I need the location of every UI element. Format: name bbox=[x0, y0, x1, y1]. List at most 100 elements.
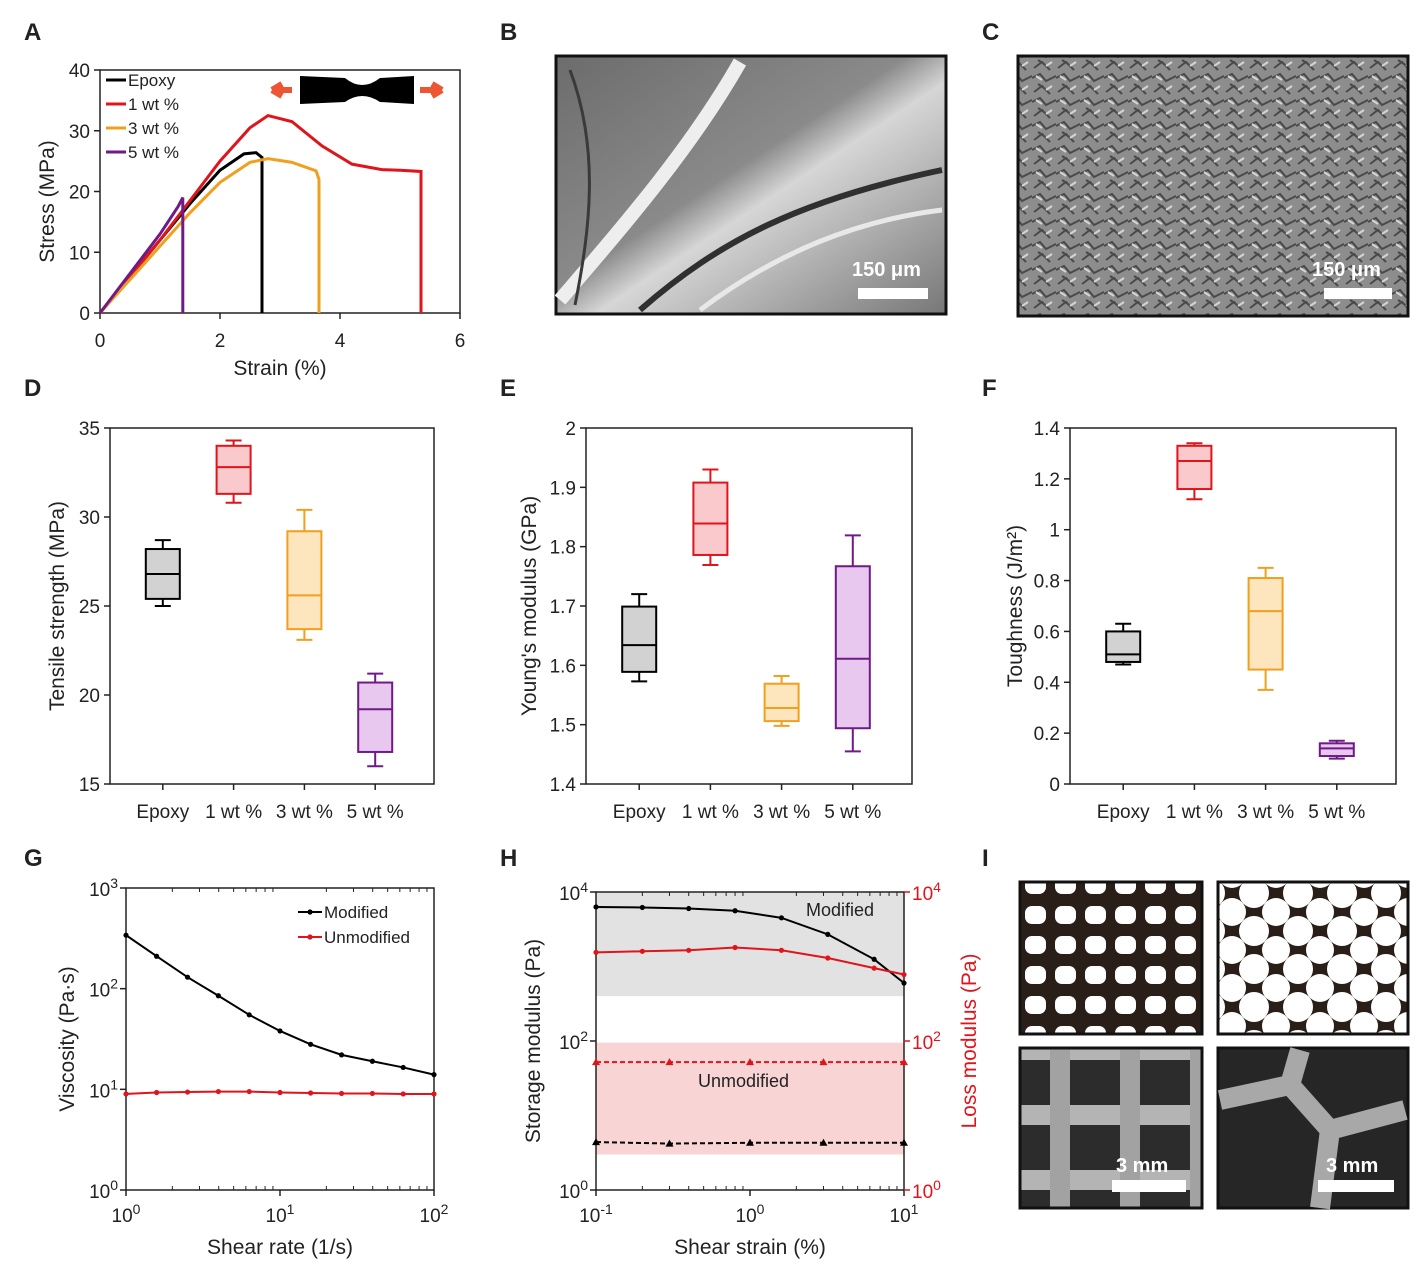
lattice-photos: 3 mm 3 mm bbox=[1018, 880, 1410, 1210]
box-1 bbox=[215, 444, 252, 495]
scale-bar-b bbox=[858, 288, 928, 299]
data-point bbox=[400, 1091, 406, 1097]
data-point bbox=[665, 1058, 674, 1066]
data-point bbox=[215, 993, 221, 999]
data-point bbox=[431, 1072, 437, 1078]
y-tick-label: 1.4 bbox=[1034, 419, 1061, 440]
chart-g: 100 101 102 100 101 102 103 Shear rate (1/s) Vis… bbox=[56, 875, 449, 1259]
legend-marker bbox=[307, 909, 313, 915]
x-tick-label: 5 wt % bbox=[1308, 802, 1365, 823]
legend-marker bbox=[307, 934, 313, 940]
scale-label-b: 150 μm bbox=[852, 259, 921, 281]
y-tick-label: 2 bbox=[565, 419, 576, 440]
y-tick-label: 0.6 bbox=[1034, 622, 1060, 643]
y-tick-label: 0 bbox=[1049, 775, 1060, 796]
y-tick-label: 100 bbox=[559, 1177, 588, 1203]
data-point bbox=[778, 915, 785, 921]
y-tick-label: 1.9 bbox=[550, 478, 576, 499]
x-tick-label: Epoxy bbox=[1097, 802, 1150, 823]
y-tick-label: 40 bbox=[69, 61, 90, 82]
x-tick-label: 102 bbox=[420, 1201, 449, 1227]
legend-label: Modified bbox=[324, 903, 388, 922]
modified-region bbox=[596, 892, 904, 997]
scale-label-i-1: 3 mm bbox=[1116, 1155, 1168, 1177]
x-axis-label: Strain (%) bbox=[233, 357, 326, 380]
chart-e: 1.4 1.5 1.6 1.7 1.8 1.9 2 Epoxy 1 wt % 3 wt % 5 wt… bbox=[518, 419, 913, 823]
x-tick-label: 101 bbox=[266, 1201, 295, 1227]
data-point bbox=[665, 1139, 674, 1147]
x-axis-label: Shear rate (1/s) bbox=[207, 1236, 353, 1259]
data-point bbox=[431, 1091, 437, 1097]
x-tick-label: 1 wt % bbox=[682, 802, 739, 823]
box-1 bbox=[1176, 444, 1213, 491]
panel-label-a: A bbox=[24, 19, 41, 46]
micrograph-c: 150 μm bbox=[1016, 54, 1410, 318]
box-2 bbox=[286, 530, 323, 631]
micrograph-b: 150 μm bbox=[554, 54, 948, 316]
chart-a: 0 10 20 30 40 0 2 4 6 Strain (%) Stress (MPa) Epoxy… bbox=[36, 61, 465, 380]
data-point bbox=[592, 1138, 600, 1146]
x-tick-label: 6 bbox=[455, 331, 466, 352]
data-point bbox=[307, 1041, 314, 1047]
y-tick-label: 35 bbox=[79, 419, 100, 440]
y-tick-label: 10 bbox=[69, 243, 90, 264]
data-point bbox=[901, 980, 907, 986]
scale-label-c: 150 μm bbox=[1312, 259, 1381, 281]
sem-hex-lattice bbox=[1216, 1046, 1410, 1210]
scale-bar-i-2 bbox=[1318, 1180, 1394, 1192]
data-point bbox=[871, 965, 877, 971]
scale-bar-i-1 bbox=[1112, 1180, 1186, 1192]
y-axis-label: Stress (MPa) bbox=[36, 140, 59, 263]
data-point bbox=[369, 1090, 375, 1097]
region-label-unmodified: Unmodified bbox=[698, 1071, 789, 1091]
x-tick-label: 5 wt % bbox=[347, 802, 404, 823]
scale-bar-c bbox=[1324, 288, 1392, 299]
data-point bbox=[900, 1138, 908, 1146]
chart-f: 0 0.2 0.4 0.6 0.8 1 1.2 1.4 Epoxy 1 wt % 3 wt % 5 w… bbox=[1004, 419, 1397, 823]
y-tick-label: 30 bbox=[79, 508, 100, 529]
box-2 bbox=[1247, 577, 1284, 671]
right-axis-label: Loss modulus (Pa) bbox=[958, 953, 981, 1128]
series-line-1 bbox=[98, 113, 423, 314]
data-point bbox=[123, 932, 129, 938]
panel-label-g: G bbox=[24, 845, 43, 872]
y-tick-label: 30 bbox=[69, 122, 90, 143]
data-point bbox=[153, 953, 160, 959]
y-tick-label: 1.7 bbox=[550, 597, 576, 618]
data-point bbox=[184, 974, 191, 980]
data-point bbox=[639, 904, 645, 911]
y-tick-label: 102 bbox=[89, 976, 118, 1002]
panel-label-c: C bbox=[982, 19, 999, 46]
series-line-0 bbox=[125, 934, 435, 1076]
box-0 bbox=[1105, 630, 1142, 663]
data-point bbox=[593, 949, 599, 955]
x-tick-label: 10-1 bbox=[579, 1201, 613, 1227]
data-point bbox=[825, 931, 831, 937]
panel-label-e: E bbox=[500, 375, 516, 402]
legend-label: 1 wt % bbox=[128, 95, 179, 114]
data-point bbox=[369, 1058, 375, 1064]
data-point bbox=[732, 944, 738, 951]
y-tick-label: 104 bbox=[559, 879, 588, 905]
data-point bbox=[746, 1058, 754, 1066]
panel-label-h: H bbox=[500, 845, 517, 872]
data-point bbox=[592, 1058, 600, 1066]
panel-label-d: D bbox=[24, 375, 41, 402]
x-tick-label: 3 wt % bbox=[276, 802, 333, 823]
right-tick-label: 102 bbox=[912, 1028, 941, 1054]
chart-d: 15 20 25 30 35 Epoxy 1 wt % 3 wt % 5 wt % Tensile… bbox=[46, 419, 435, 823]
data-point bbox=[778, 947, 785, 953]
y-tick-label: 1.5 bbox=[550, 716, 576, 737]
series-line-0 bbox=[595, 905, 905, 984]
legend-label: 3 wt % bbox=[128, 119, 179, 138]
y-axis-label: Toughness (J/m²) bbox=[1004, 525, 1027, 687]
data-point bbox=[123, 1091, 129, 1097]
y-tick-label: 102 bbox=[559, 1028, 588, 1054]
y-tick-label: 1.2 bbox=[1034, 470, 1060, 491]
data-point bbox=[184, 1089, 191, 1095]
y-axis-label: Viscosity (Pa·s) bbox=[56, 966, 79, 1111]
data-point bbox=[338, 1052, 345, 1058]
x-tick-label: 100 bbox=[112, 1201, 141, 1227]
